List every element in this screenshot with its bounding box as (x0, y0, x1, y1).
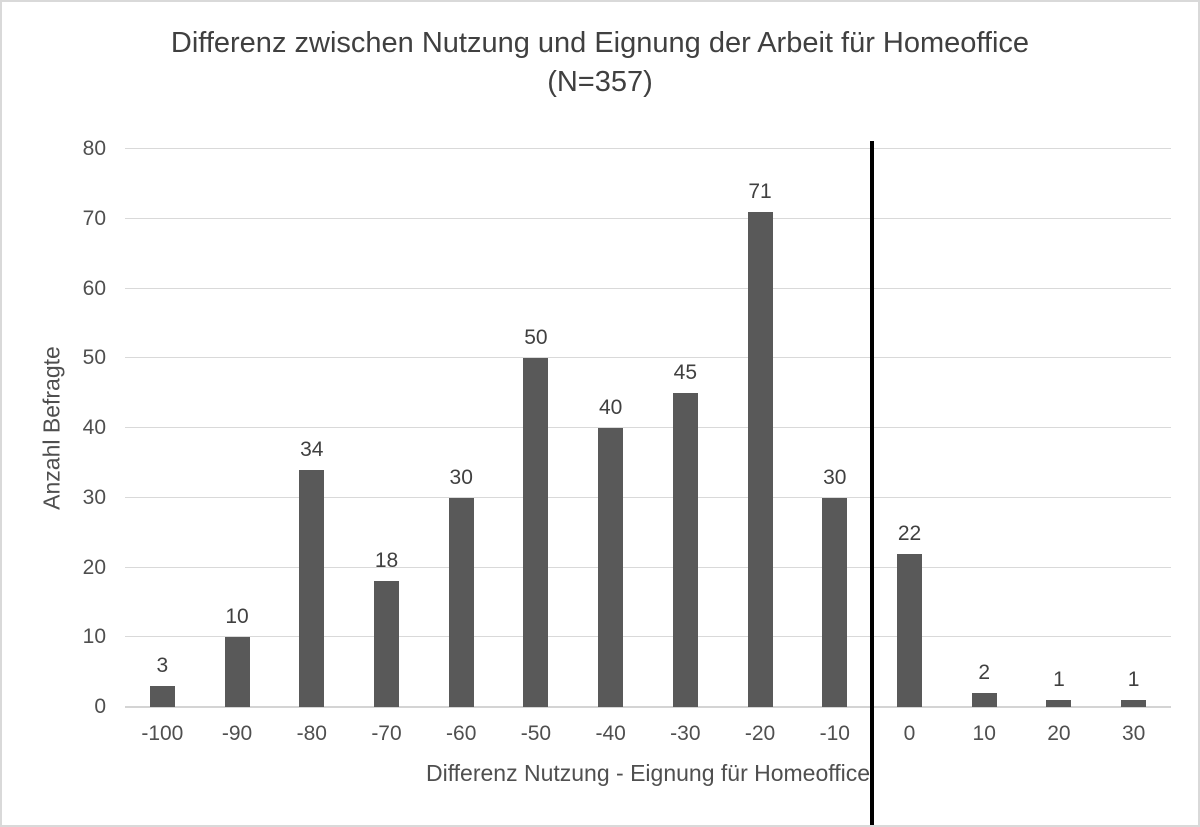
x-tick-label: -30 (670, 722, 701, 745)
bar-value-label: 18 (374, 549, 399, 573)
bar (897, 553, 922, 707)
y-tick-label: 20 (82, 555, 106, 579)
gridline (125, 496, 1171, 498)
x-tick-label: -100 (141, 722, 184, 745)
chart-title: Differenz zwischen Nutzung und Eignung d… (170, 27, 1030, 98)
bar (672, 393, 698, 707)
bar (448, 497, 474, 707)
x-tick-label: 10 (972, 722, 996, 745)
y-tick-label: 70 (82, 206, 106, 230)
bar-value-label: 1 (1127, 668, 1140, 692)
bar-value-label: 34 (300, 437, 324, 461)
x-axis-line (125, 706, 1171, 708)
y-tick-label: 80 (82, 137, 106, 160)
x-tick-label: -90 (221, 722, 253, 745)
x-tick-label: -10 (819, 722, 850, 745)
y-tick-label: 0 (94, 695, 106, 718)
bar-value-label: 30 (823, 465, 847, 489)
bar-value-label: 10 (225, 605, 249, 629)
bar (523, 358, 549, 707)
gridline (125, 357, 1171, 359)
bar (224, 637, 250, 707)
bar-value-label: 45 (673, 361, 698, 385)
x-tick-label: -70 (371, 722, 402, 745)
reference-line (870, 141, 875, 825)
gridline (125, 427, 1171, 428)
y-tick-label: 30 (82, 485, 106, 509)
bar (1046, 700, 1072, 707)
gridline (125, 636, 1171, 638)
y-tick-label: 50 (82, 346, 106, 370)
bar-value-label: 50 (524, 326, 548, 350)
bar (1121, 700, 1147, 707)
x-tick-label: -80 (296, 722, 327, 745)
bar (149, 686, 175, 707)
bar (598, 428, 624, 707)
gridline (125, 566, 1171, 568)
x-axis-title: Differenz Nutzung - Eignung für Homeoffi… (425, 760, 871, 786)
bar (299, 469, 325, 707)
y-tick-label: 40 (82, 416, 106, 439)
y-tick-label: 10 (82, 625, 106, 649)
y-tick-label: 60 (82, 276, 106, 300)
x-tick-label: -50 (520, 722, 552, 745)
x-tick-label: 0 (903, 722, 916, 745)
x-tick-label: -20 (744, 722, 776, 745)
bar (822, 497, 848, 707)
x-tick-label: -60 (446, 722, 477, 745)
gridline (125, 217, 1171, 219)
x-tick-label: -40 (595, 722, 626, 745)
gridline (125, 148, 1171, 149)
bar-value-label: 40 (598, 396, 623, 419)
bar-value-label: 2 (978, 661, 991, 685)
bar-value-label: 30 (449, 465, 473, 489)
x-tick-label: 20 (1047, 722, 1071, 745)
bar-value-label: 71 (748, 179, 772, 203)
bar-value-label: 3 (156, 654, 169, 678)
bar (374, 581, 399, 707)
bar-value-label: 1 (1053, 668, 1065, 692)
gridline (125, 287, 1171, 289)
bar-value-label: 22 (897, 521, 922, 545)
x-tick-label: 30 (1121, 722, 1146, 745)
bar (747, 211, 773, 707)
bar (971, 693, 997, 707)
